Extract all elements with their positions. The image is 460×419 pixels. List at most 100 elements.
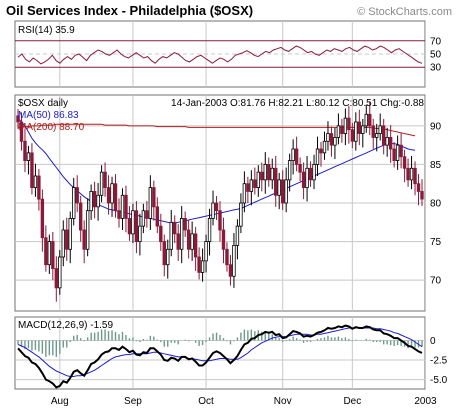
macd-panel: 0 -2.5 -5.0 MACD(12,26,9) -1.59 (14, 316, 448, 390)
candle-body (214, 202, 219, 212)
candle-body (33, 175, 38, 188)
candle-body (40, 198, 45, 239)
candle-body (152, 187, 156, 208)
candle-body (228, 264, 233, 277)
candle-body (291, 148, 295, 161)
price-tick-label: 70 (430, 276, 442, 287)
candle-body (256, 171, 261, 188)
price-tick-label: 80 (430, 199, 442, 210)
candle-body (186, 229, 191, 250)
candle-body (85, 210, 90, 250)
candle-body (61, 229, 65, 258)
candle-body (166, 248, 170, 266)
candle-body (260, 171, 264, 181)
candle-body (350, 129, 355, 142)
candle-body (361, 125, 365, 134)
candle-body (190, 233, 194, 250)
candle-body (68, 218, 72, 250)
candle-body (148, 187, 153, 219)
candle-body (72, 187, 76, 219)
candle-body (159, 225, 163, 242)
candle-body (141, 210, 146, 227)
candle-body (138, 225, 142, 242)
price-tick-labels: 70 75 80 85 90 (430, 121, 442, 286)
candle-body (78, 202, 83, 231)
candle-body (124, 194, 128, 219)
candle-body (409, 167, 414, 181)
candle-body (207, 218, 212, 242)
candle-body (16, 115, 20, 123)
candle-body (179, 218, 184, 250)
candle-body (287, 160, 292, 181)
candle-body (326, 133, 330, 142)
candle-body (218, 210, 222, 231)
rsi-series-line (17, 45, 423, 65)
candle-body (294, 148, 299, 165)
candle-body (54, 268, 59, 289)
x-tick-label: Sep (124, 396, 142, 407)
macd-tick-labels: 0 -2.5 -5.0 (430, 336, 448, 386)
price-ohlc-header: 14-Jan-2003 O:81.76 H:82.21 L:80.12 C:80… (171, 98, 424, 109)
x-tick-label: Nov (274, 396, 292, 407)
rsi-gridlines (15, 21, 426, 87)
candle-body (416, 183, 421, 192)
price-panel-label: $OSX daily (18, 98, 68, 109)
candle-body (270, 167, 274, 181)
candle-body (277, 179, 281, 196)
candle-body (82, 229, 86, 250)
candle-body (315, 148, 320, 165)
candle-body (375, 133, 379, 138)
candle-body (221, 229, 226, 250)
candle-body (89, 191, 93, 212)
candle-body (235, 225, 240, 246)
candle-body (134, 210, 139, 242)
ma50-legend-label: MA(50) 86.83 (18, 110, 79, 121)
candle-body (19, 121, 24, 142)
candle-body (420, 191, 424, 200)
candle-body (340, 125, 344, 134)
candle-body (58, 256, 62, 289)
candle-body (308, 167, 313, 181)
candle-body (127, 218, 132, 235)
candle-body (131, 210, 135, 235)
candle-body (239, 202, 243, 227)
candle-body (113, 183, 118, 212)
candle-body (44, 237, 48, 266)
candle-body (26, 152, 31, 161)
x-tick-label: Dec (343, 396, 361, 407)
candle-body (96, 194, 100, 208)
candle-body (381, 125, 386, 146)
candle-body (371, 125, 375, 138)
candle-body (65, 229, 69, 250)
macd-tick-label: -5.0 (430, 375, 448, 386)
candle-body (312, 164, 316, 181)
candle-body (47, 241, 52, 266)
candle-body (263, 164, 267, 181)
candle-body (368, 113, 372, 127)
macd-tick-label: -2.5 (430, 356, 448, 367)
candle-body (354, 121, 358, 142)
macd-line (17, 324, 423, 389)
candle-body (99, 171, 104, 196)
candle-body (267, 164, 271, 181)
candle-body (169, 221, 173, 250)
candle-body (388, 137, 393, 150)
candle-body (51, 241, 55, 269)
candle-body (329, 133, 334, 146)
candle-body (274, 167, 278, 196)
rsi-tick-label: 50 (430, 50, 442, 61)
candle-body (406, 167, 410, 181)
ma200-legend-label: MA(200) 88.70 (18, 122, 85, 133)
candle-body (110, 183, 114, 204)
candle-body (347, 117, 351, 131)
price-tick-label: 75 (430, 237, 442, 248)
candle-body (117, 210, 121, 219)
x-tick-label: Oct (198, 396, 214, 407)
candle-body (145, 210, 149, 219)
candle-body (301, 171, 306, 188)
chart-title: Oil Services Index - Philadelphia ($OSX) (6, 3, 253, 18)
candle-body (253, 179, 257, 188)
candle-body (176, 233, 180, 250)
candle-body (197, 256, 201, 273)
